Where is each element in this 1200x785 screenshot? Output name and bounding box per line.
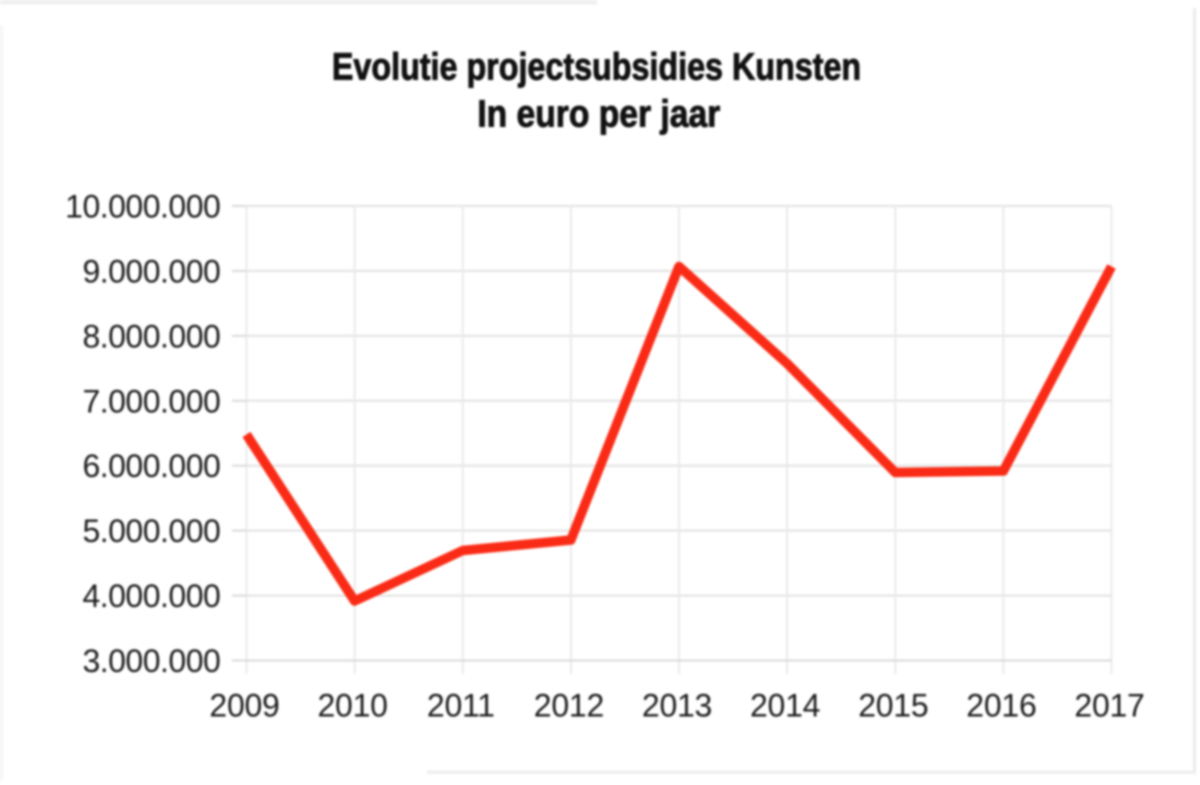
svg-text:3.000.000: 3.000.000 [82,643,220,679]
svg-text:9.000.000: 9.000.000 [82,253,220,289]
svg-text:2016: 2016 [966,688,1036,724]
svg-text:6.000.000: 6.000.000 [82,448,220,484]
svg-text:2017: 2017 [1074,688,1144,724]
svg-text:2010: 2010 [318,688,388,724]
svg-text:7.000.000: 7.000.000 [82,383,220,419]
svg-text:5.000.000: 5.000.000 [82,513,220,549]
svg-text:8.000.000: 8.000.000 [82,318,220,354]
svg-text:2012: 2012 [534,688,604,724]
svg-text:Evolutie projectsubsidies Kuns: Evolutie projectsubsidies Kunsten [332,46,861,88]
svg-text:2015: 2015 [858,688,928,724]
svg-text:2011: 2011 [427,688,495,724]
svg-text:In euro per jaar: In euro per jaar [477,92,720,134]
svg-text:4.000.000: 4.000.000 [82,578,220,614]
svg-text:2009: 2009 [209,688,279,724]
svg-text:2014: 2014 [750,688,820,724]
svg-text:2013: 2013 [642,688,712,724]
svg-text:10.000.000: 10.000.000 [65,189,220,225]
